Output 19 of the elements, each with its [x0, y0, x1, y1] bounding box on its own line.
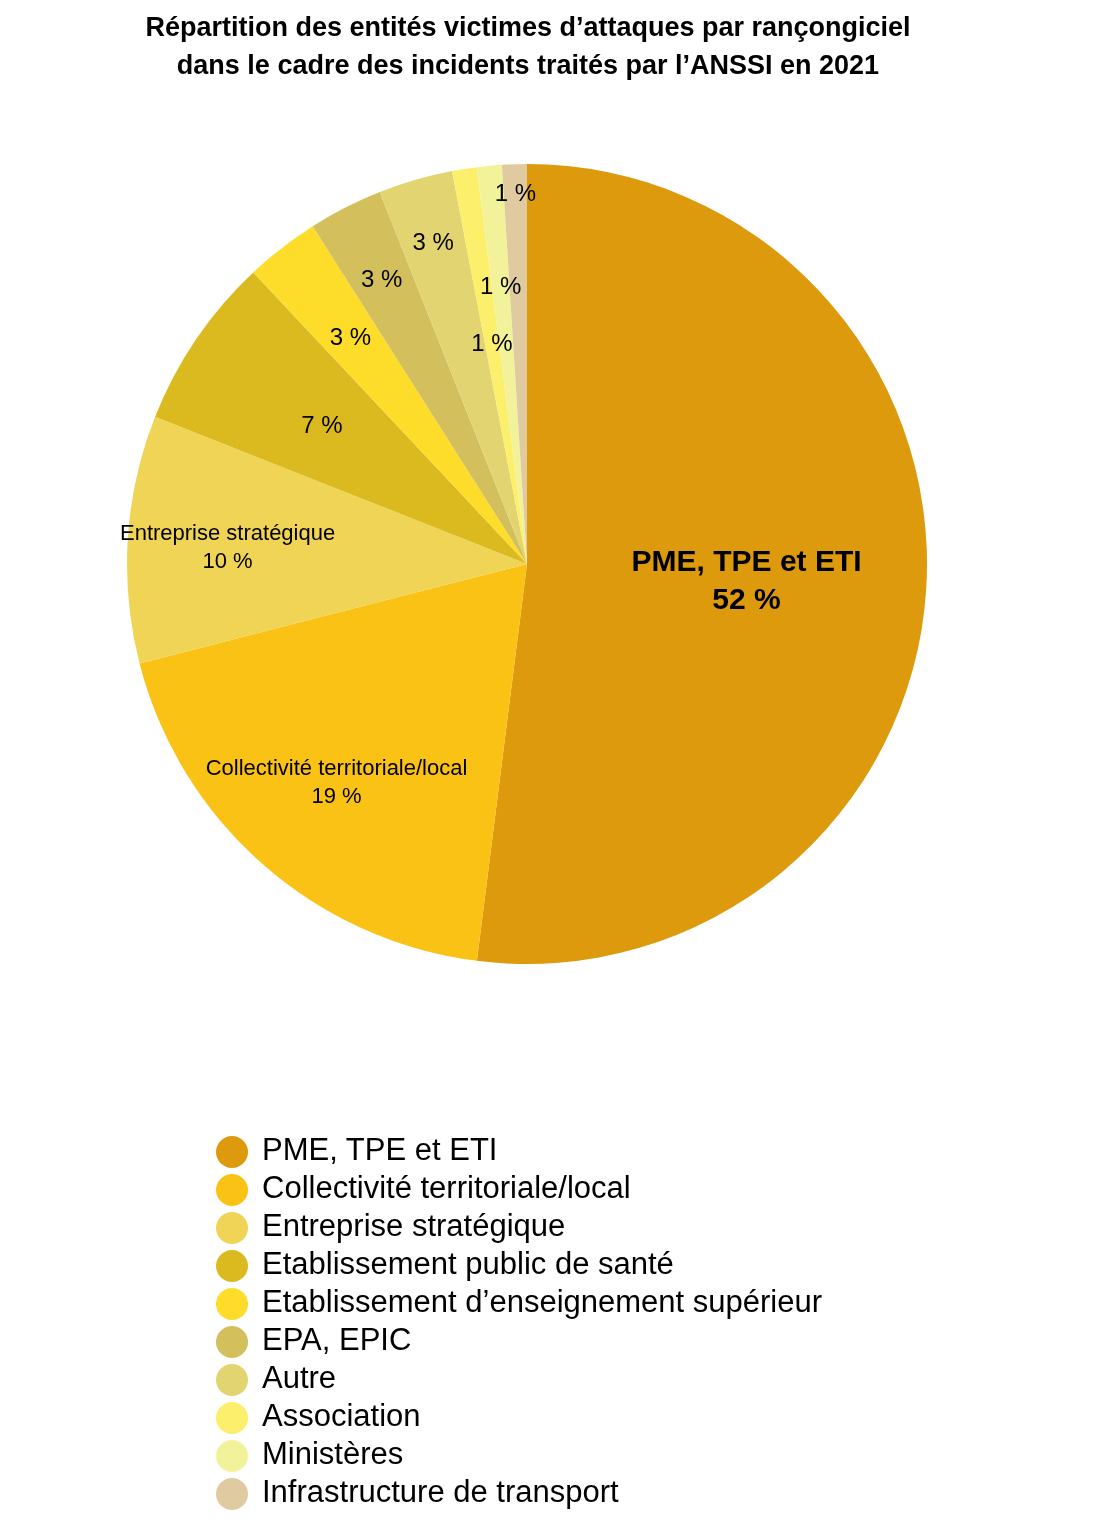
data-label: 7 % [301, 411, 343, 438]
data-label: 3 % [361, 265, 403, 293]
legend-label: Autre [262, 1360, 337, 1395]
legend-label: Etablissement public de santé [262, 1246, 674, 1281]
legend-label: Infrastructure de transport [262, 1474, 619, 1509]
legend-label: EPA, EPIC [262, 1322, 412, 1357]
chart-title: Répartition des entités victimes d’attaques par rançongiciel dans le cadre des incidents traités par l’ANSSI en 2021 [144, 11, 912, 82]
data-label: 3 % [412, 227, 454, 255]
legend-label: Collectivité territoriale/local [262, 1170, 631, 1205]
legend-label: Ministères [262, 1436, 404, 1471]
legend-label: Association [262, 1398, 421, 1433]
data-label: 3 % [329, 322, 372, 350]
data-label: 1 % [471, 329, 513, 357]
legend-label: PME, TPE et ETI [262, 1132, 498, 1167]
data-label: 1 % [479, 271, 522, 299]
legend-label: Entreprise stratégique [262, 1208, 566, 1243]
legend-label: Etablissement d’enseignement supérieur [262, 1284, 823, 1319]
data-label: PME, TPE et ETI 52 % [631, 544, 862, 615]
data-label: Collectivité territoriale/local 19 % [205, 755, 468, 808]
